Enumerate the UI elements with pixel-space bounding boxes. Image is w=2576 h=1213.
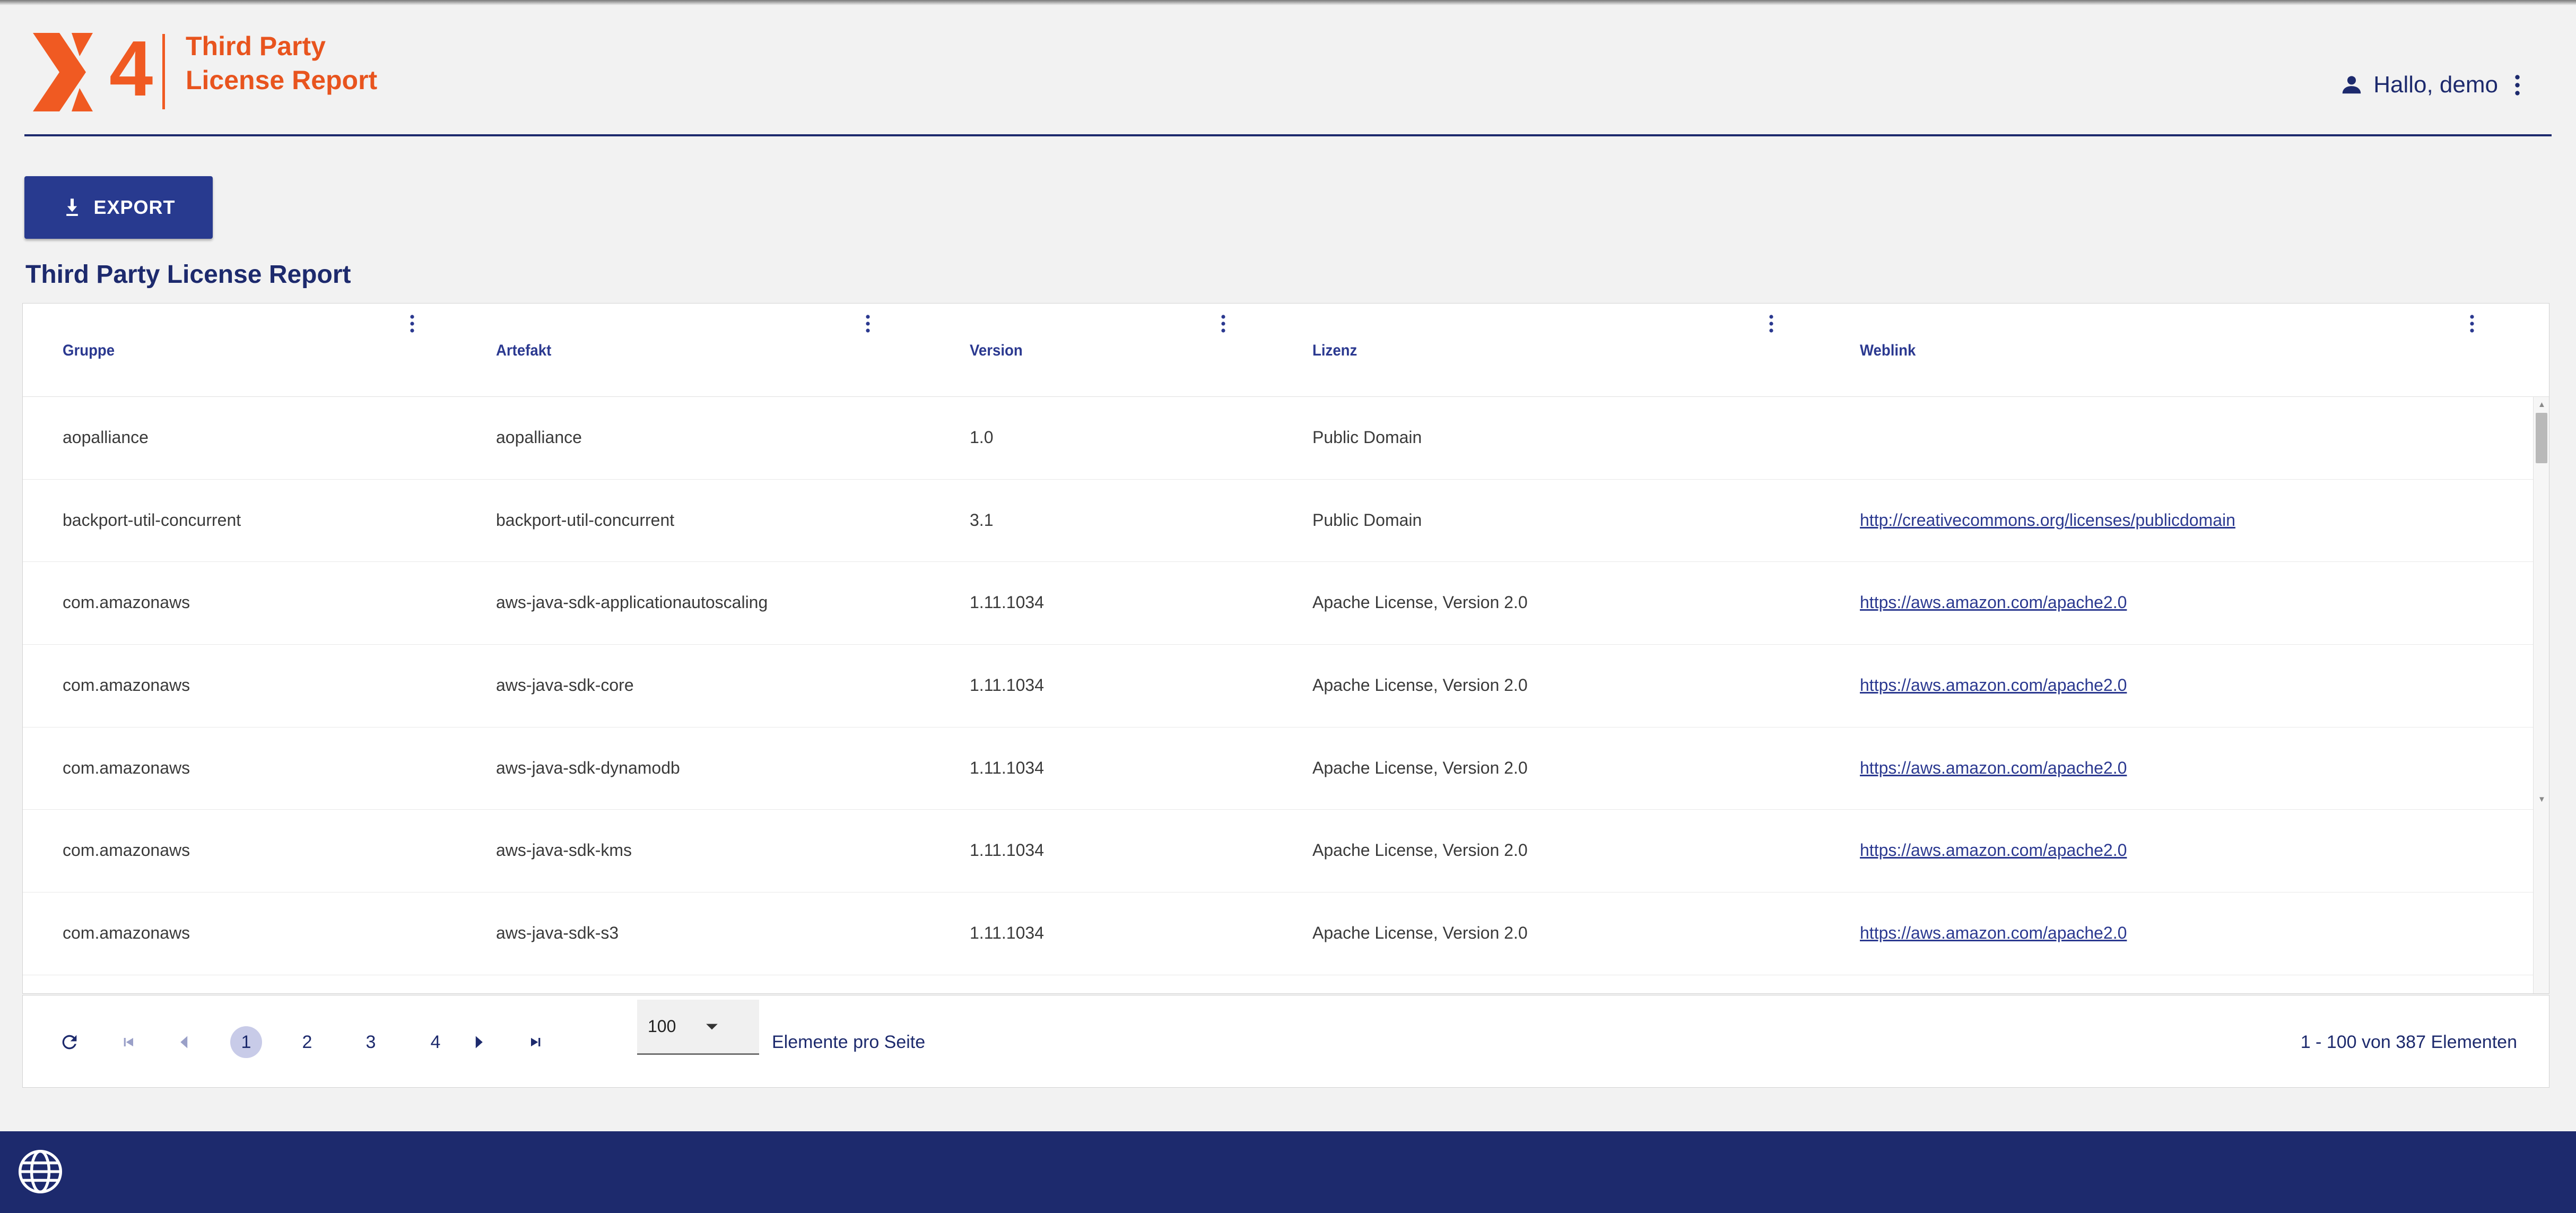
svg-text:4: 4 bbox=[109, 33, 153, 111]
